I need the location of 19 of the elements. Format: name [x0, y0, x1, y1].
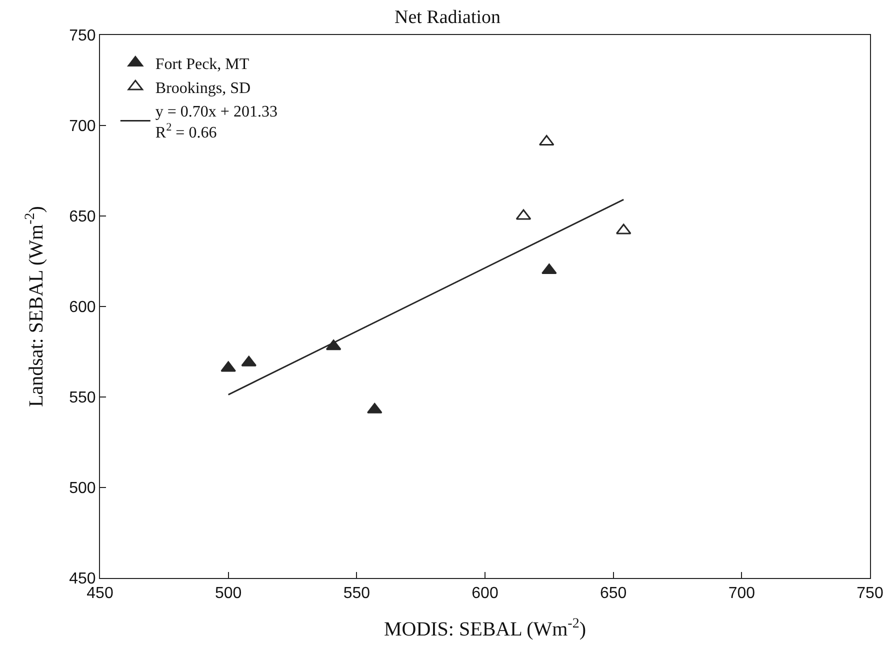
y-tick-label: 550 — [69, 390, 96, 407]
y-tick-label: 500 — [69, 480, 96, 498]
legend-label: y = 0.70x + 201.33 R$^{2}$ = 0.66 — [155, 104, 278, 142]
y-tick-label: 700 — [69, 118, 96, 136]
x-tick-label: 550 — [343, 585, 370, 602]
x-axis-title: MODIS: SEBAL (Wm$^{-2}$) — [384, 616, 586, 641]
x-tick-label: 750 — [856, 585, 884, 602]
legend-label: Fort Peck, MT — [155, 56, 250, 73]
y-tick-label: 450 — [69, 570, 96, 588]
y-tick-label: 650 — [69, 208, 96, 226]
x-tick-label: 450 — [86, 585, 114, 602]
chart-title: Net Radiation — [394, 7, 502, 28]
x-tick-label: 500 — [214, 585, 242, 602]
y-tick-label: 750 — [69, 28, 96, 45]
x-tick-label: 700 — [728, 585, 756, 602]
legend-label: Brookings, SD — [155, 80, 251, 97]
x-tick-label: 650 — [600, 585, 627, 602]
y-tick-label: 600 — [69, 299, 96, 316]
x-tick-label: 600 — [472, 585, 498, 602]
